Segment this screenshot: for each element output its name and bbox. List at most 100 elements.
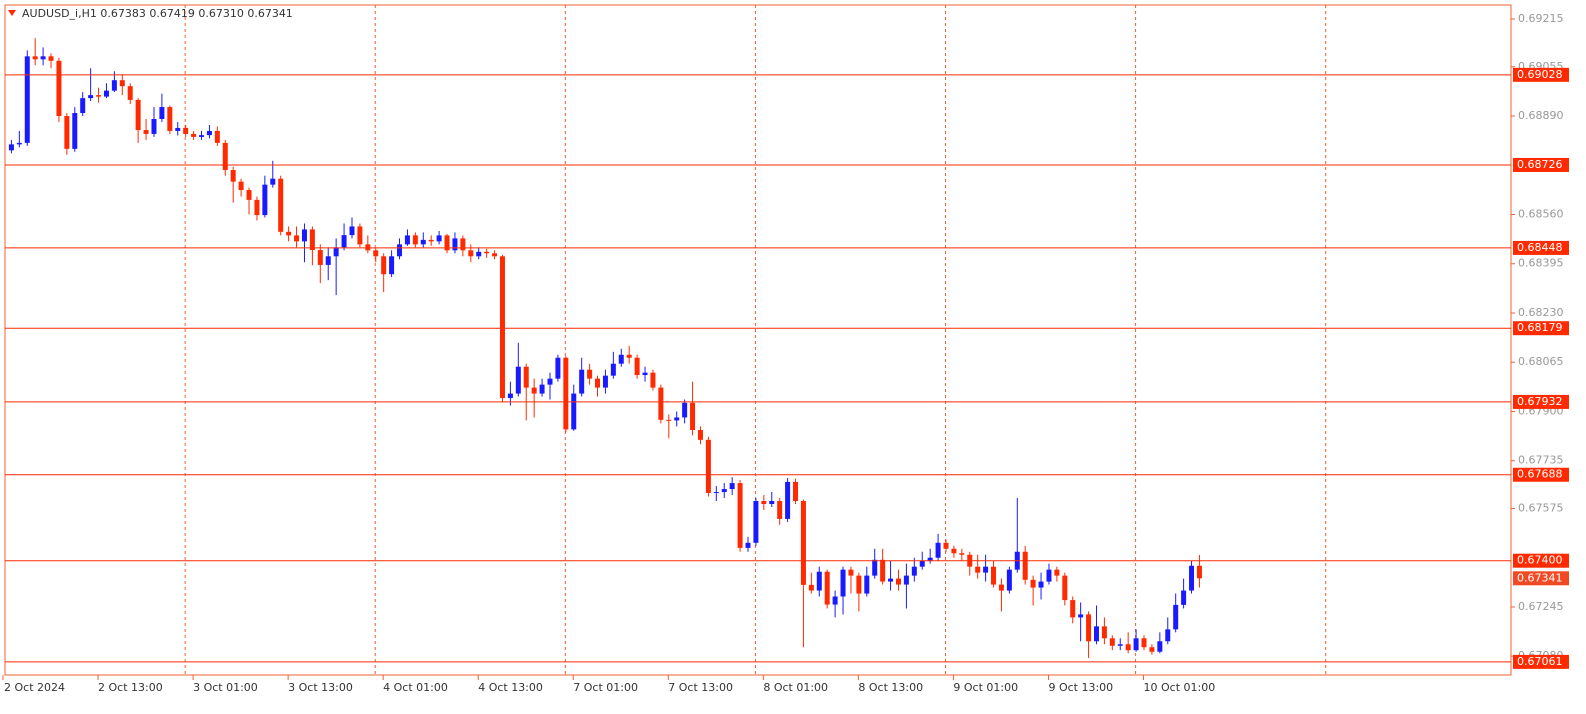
candle-body [270, 178, 276, 185]
y-tick-label: 0.68230 [1518, 306, 1564, 319]
level-label: 0.68448 [1517, 241, 1563, 254]
candle-body [713, 492, 719, 494]
candle-body [397, 244, 403, 257]
candle-body [571, 393, 577, 430]
candle-body [650, 372, 656, 388]
candle-body [8, 144, 14, 151]
candle-body [436, 235, 442, 242]
candle-body [1141, 638, 1147, 648]
candle-body [555, 357, 561, 379]
candle-body [769, 501, 775, 504]
candle-body [626, 354, 632, 358]
x-tick-label: 4 Oct 01:00 [383, 681, 448, 694]
candle-body [151, 119, 157, 134]
candle-body [666, 419, 672, 421]
candle-body [595, 378, 601, 388]
candle-body [389, 256, 395, 275]
candle-body [1030, 579, 1036, 588]
candle-body [777, 501, 783, 519]
candle-body [1149, 647, 1155, 652]
level-label: 0.67688 [1517, 468, 1563, 481]
y-tick-label: 0.68065 [1518, 355, 1564, 368]
candle-body [499, 256, 505, 399]
candle-body [1046, 569, 1052, 582]
candle-body [404, 235, 410, 245]
candle-body [357, 226, 363, 245]
candle-body [444, 235, 450, 251]
candle-body [103, 90, 109, 97]
candle-body [452, 238, 458, 251]
candle-body [199, 135, 205, 137]
candle-body [254, 199, 260, 216]
candle-body [143, 130, 149, 134]
candle-body [824, 571, 830, 605]
candle-body [642, 372, 648, 376]
candle-body [127, 86, 133, 100]
candle-body [785, 481, 791, 519]
candle-body [373, 250, 379, 257]
candle-body [135, 99, 141, 131]
x-tick-label: 3 Oct 13:00 [288, 681, 353, 694]
candle-body [935, 542, 941, 558]
candle-body [911, 566, 917, 576]
candle-body [460, 238, 466, 251]
plot-border [4, 4, 1512, 676]
x-tick-label: 2 Oct 2024 [4, 681, 65, 694]
candle-body [238, 181, 244, 191]
candle-body [1117, 644, 1123, 646]
candle-body [991, 566, 997, 585]
candle-body [903, 575, 909, 585]
current-price-box [1513, 571, 1569, 586]
level-label-box [1513, 553, 1569, 568]
level-label-box [1513, 654, 1569, 669]
x-tick-label: 9 Oct 01:00 [953, 681, 1018, 694]
candle-body [365, 244, 371, 251]
candle-body [515, 366, 521, 394]
candle-body [119, 80, 125, 87]
candle-body [317, 250, 323, 265]
candle-body [1086, 614, 1092, 642]
candle-body [175, 127, 181, 131]
candle-body [800, 501, 806, 585]
candle-body [476, 251, 482, 257]
candle-body [1165, 629, 1171, 642]
candle-body [848, 569, 854, 576]
candle-body [325, 256, 331, 265]
candle-body [721, 489, 727, 493]
candle-body [682, 402, 688, 418]
candle-body [191, 133, 197, 137]
x-tick-label: 7 Oct 13:00 [668, 681, 733, 694]
candle-body [111, 80, 117, 91]
candle-body [1078, 614, 1084, 618]
candle-body [634, 357, 640, 376]
candle-body [183, 127, 189, 134]
candle-body [230, 170, 236, 182]
candle-body [919, 560, 925, 567]
candle-body [793, 481, 799, 502]
x-tick-label: 4 Oct 13:00 [478, 681, 543, 694]
x-tick-label: 8 Oct 01:00 [763, 681, 828, 694]
candle-body [761, 501, 767, 504]
x-tick-label: 2 Oct 13:00 [98, 681, 163, 694]
candle-body [309, 229, 315, 251]
y-tick-label: 0.68560 [1518, 208, 1564, 221]
level-label-box [1513, 394, 1569, 409]
candle-body [48, 56, 54, 61]
candle-body [24, 56, 30, 143]
candle-body [998, 584, 1004, 591]
candle-body [222, 142, 228, 171]
level-label: 0.67061 [1517, 655, 1563, 668]
level-label: 0.69028 [1517, 68, 1563, 81]
candle-body [294, 235, 300, 242]
candle-body [1070, 600, 1076, 618]
candle-body [1109, 638, 1115, 646]
candle-body [32, 56, 38, 60]
candle-body [602, 375, 608, 388]
candle-body [507, 393, 513, 399]
candle-body [278, 178, 284, 232]
x-tick-label: 10 Oct 01:00 [1144, 681, 1216, 694]
candle-body [888, 578, 894, 582]
current-price-label: 0.67341 [1517, 571, 1563, 584]
candle-body [72, 113, 78, 149]
